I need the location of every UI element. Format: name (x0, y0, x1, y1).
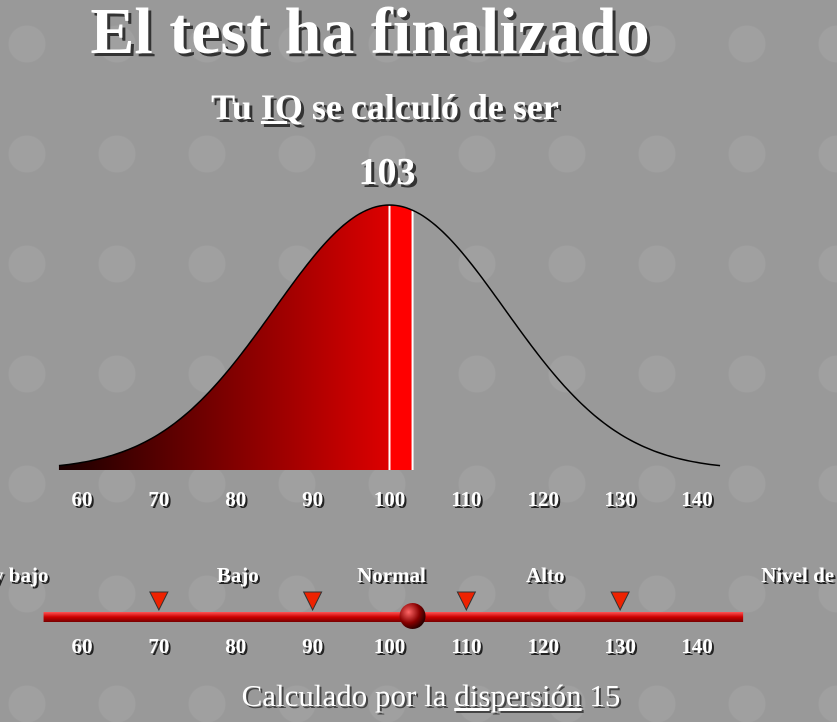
iq-link[interactable]: IQ (260, 87, 303, 127)
threshold-marker (610, 591, 630, 612)
scale-tick-label: 110 (451, 634, 481, 658)
scale-label: Muy bajo (0, 563, 48, 587)
curve-tick-label: 90 (302, 487, 323, 511)
scale-tick-label: 140 (681, 634, 713, 658)
threshold-marker (456, 591, 477, 612)
scale-tick-label: 80 (225, 634, 246, 658)
scale-tick-label: 130 (604, 634, 636, 658)
threshold-marker (302, 591, 323, 612)
scale-tick-label: 100 (374, 634, 406, 658)
scale-label: Alto (526, 563, 565, 587)
scale-label: Normal (357, 563, 426, 587)
curve-tick-label: 70 (148, 487, 169, 511)
curve-tick-label: 100 (374, 487, 406, 511)
scale-tick-label: 60 (72, 634, 93, 658)
scale-label: Nivel de Mensa (761, 563, 837, 587)
subtitle-start: Tu (211, 87, 252, 127)
threshold-marker (149, 591, 169, 612)
chart-layer: 60 70 80 90 100 110 120 130 140 Muy bajo Bajo Norma… (0, 204, 837, 658)
iq-band (389, 205, 413, 470)
curve-tick-label: 120 (528, 487, 560, 511)
curve-tick-label: 80 (225, 487, 246, 511)
subtitle-end: se calculó de ser (311, 87, 559, 127)
footer-text: Calculado por la (241, 678, 447, 713)
iq-marker (399, 603, 426, 629)
scale-label: Bajo (217, 563, 259, 587)
footer-value: 15 (589, 678, 621, 713)
dispersion-link[interactable]: dispersión (454, 678, 582, 713)
scale-tick-label: 70 (148, 634, 169, 658)
title: El test ha finalizado (90, 0, 650, 68)
subtitle: Tu IQ se calculó de ser (0, 86, 770, 128)
curve (58, 204, 721, 467)
iq-result: 103 (358, 151, 416, 193)
scale-tick-label: 120 (528, 634, 560, 658)
curve-tick-label: 110 (451, 487, 481, 511)
curve-tick-label: 140 (681, 487, 713, 511)
curve-tick-label: 130 (604, 487, 636, 511)
curve-fill (58, 205, 390, 470)
curve-tick-label: 60 (72, 487, 93, 511)
scale-tick-label: 90 (302, 634, 323, 658)
footer: Calculado por la dispersión 15 (0, 678, 837, 714)
scale-bar (43, 612, 744, 622)
